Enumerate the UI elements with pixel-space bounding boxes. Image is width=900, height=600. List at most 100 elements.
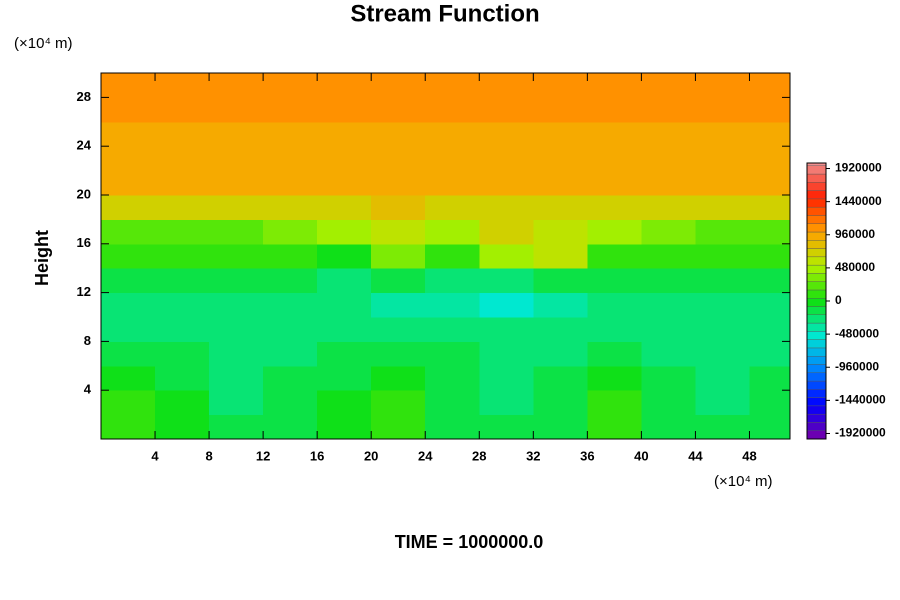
contour-cell (533, 268, 588, 294)
colorbar-band (806, 198, 827, 208)
contour-cell (317, 317, 372, 342)
colorbar-band (806, 248, 827, 258)
contour-cell (101, 243, 156, 269)
axes: 4 8 12 16 20 24 28 32 36 40 44 48481216202428192000… (77, 72, 886, 463)
contour-cell (533, 390, 588, 416)
contour-cell (101, 219, 156, 245)
contour-cell (371, 73, 426, 98)
colorbar-band (806, 231, 827, 241)
contour-cell (641, 341, 696, 367)
contour-cell (695, 146, 750, 172)
contour-cell (209, 243, 264, 269)
contour-cell (209, 219, 264, 245)
contour-cell (641, 292, 696, 318)
contour-cell (155, 341, 210, 367)
colorbar-band (806, 240, 827, 249)
contour-cell (641, 390, 696, 416)
contour-cell (641, 146, 696, 172)
contour-cell (317, 243, 372, 269)
contour-cell (263, 73, 318, 98)
contour-cell (425, 146, 480, 172)
colorbar-tick-label: 0 (835, 293, 842, 307)
chart-title: Stream Function (350, 0, 539, 27)
contour-cell (641, 365, 696, 391)
contour-cell (155, 146, 210, 172)
colorbar-tick-label: -1920000 (835, 426, 886, 440)
contour-cell (317, 97, 372, 123)
contour-cell (317, 390, 372, 416)
contour-cell (587, 170, 642, 196)
contour-cell (155, 73, 210, 98)
colorbar-tick-label: 1440000 (835, 194, 882, 208)
x-tick-label: 24 (418, 448, 433, 463)
y-axis-label: Height (32, 230, 52, 286)
x-tick-label: 36 (580, 448, 594, 463)
contour-cell (479, 219, 534, 245)
contour-cell (101, 268, 156, 294)
colorbar-tick-label: 480000 (835, 260, 875, 274)
contour-cell (263, 195, 318, 220)
contour-cell (371, 195, 426, 220)
contour-cell (641, 268, 696, 294)
contour-cell (587, 341, 642, 367)
contour-cell (749, 195, 791, 220)
contour-cell (425, 121, 480, 147)
contour-cell (317, 341, 372, 367)
contour-cell (371, 414, 426, 440)
contour-cell (533, 414, 588, 440)
contour-cell (317, 73, 372, 98)
colorbar-band (806, 322, 827, 332)
contour-cell (155, 292, 210, 318)
contour-cell (641, 243, 696, 269)
contour-cell (587, 292, 642, 318)
x-tick-label: 12 (256, 448, 270, 463)
contour-cell (371, 219, 426, 245)
contour-cell (371, 317, 426, 342)
contour-cell (263, 146, 318, 172)
contour-cell (425, 268, 480, 294)
colorbar-band (806, 223, 827, 233)
contour-cell (479, 317, 534, 342)
colorbar-band (806, 264, 827, 274)
x-tick-label: 16 (310, 448, 324, 463)
colorbar-band (806, 372, 827, 382)
contour-cell (479, 195, 534, 220)
contour-cell (317, 292, 372, 318)
contour-cell (749, 170, 791, 196)
contour-cell (101, 365, 156, 391)
contour-cell (695, 243, 750, 269)
contour-cell (749, 341, 791, 367)
contour-cell (641, 414, 696, 440)
contour-cell (155, 365, 210, 391)
contour-cell (317, 268, 372, 294)
contour-cell (641, 97, 696, 123)
contour-cell (533, 365, 588, 391)
contour-cell (317, 365, 372, 391)
contour-cell (533, 195, 588, 220)
contour-cell (371, 390, 426, 416)
contour-cell (587, 317, 642, 342)
contour-cell (587, 268, 642, 294)
x-tick-label: 32 (526, 448, 540, 463)
colorbar-band (806, 397, 827, 407)
contour-cell (425, 97, 480, 123)
contour-cell (695, 365, 750, 391)
x-tick-label: 20 (364, 448, 378, 463)
colorbar-tick-label: 1920000 (835, 161, 882, 175)
colorbar-band (806, 298, 827, 307)
contour-cell (479, 390, 534, 416)
contour-cell (749, 292, 791, 318)
x-tick-label: 44 (688, 448, 703, 463)
contour-cell (317, 195, 372, 220)
contour-cell (749, 365, 791, 391)
contour-cell (209, 317, 264, 342)
contour-cell (533, 219, 588, 245)
contour-cell (101, 73, 156, 98)
colorbar-band (806, 413, 827, 423)
contour-cell (263, 414, 318, 440)
x-unit: (×10⁴ m) (714, 473, 773, 490)
contour-cell (479, 146, 534, 172)
contour-cell (425, 73, 480, 98)
contour-cell (425, 170, 480, 196)
contour-cell (533, 317, 588, 342)
